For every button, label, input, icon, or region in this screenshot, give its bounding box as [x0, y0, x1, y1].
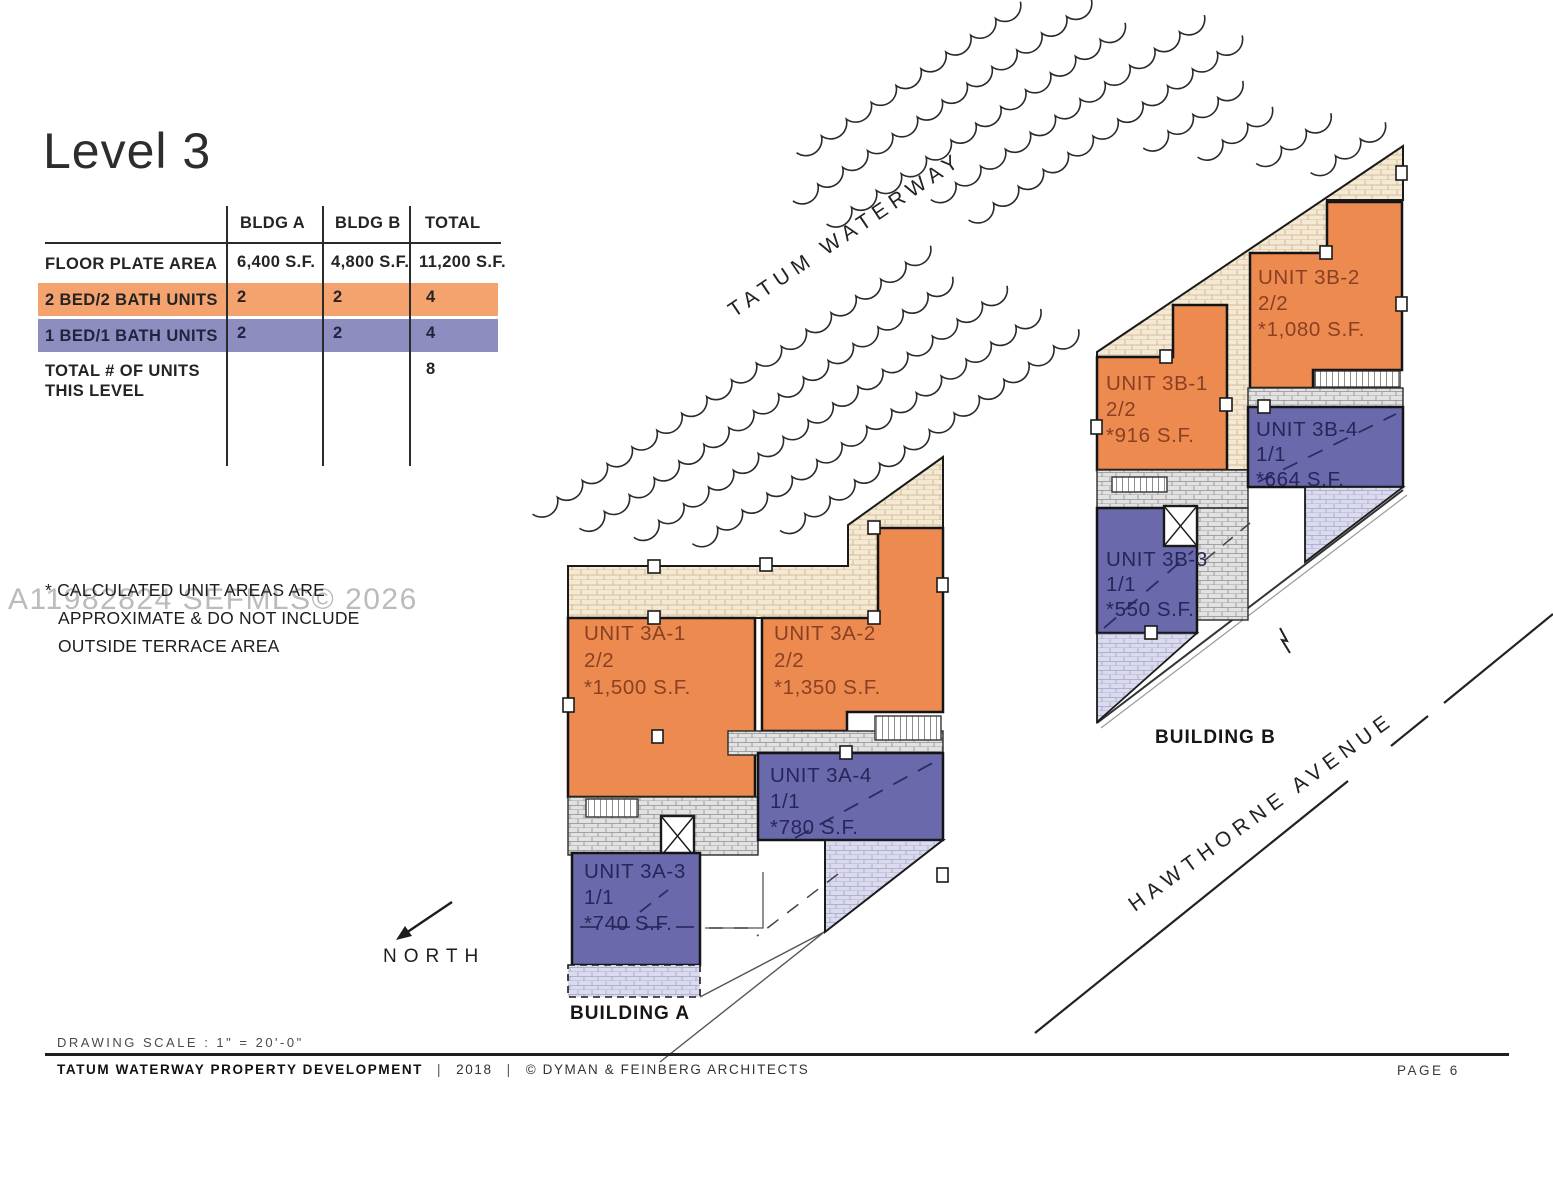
svg-text:*664 S.F.: *664 S.F. — [1256, 468, 1345, 491]
cell-value: 11,200 S.F. — [419, 253, 506, 271]
elevator-icon — [659, 814, 696, 858]
north-label: NORTH — [383, 946, 485, 967]
unit-label: UNIT 3B-4 — [1256, 418, 1358, 441]
svg-text:*916 S.F.: *916 S.F. — [1106, 424, 1195, 447]
corridor-area — [1196, 507, 1249, 621]
cell-value: 2 — [333, 324, 343, 342]
wave-line — [968, 35, 1244, 224]
svg-text:1/1: 1/1 — [1256, 443, 1286, 466]
unit-label: UNIT 3A-3 — [584, 860, 686, 883]
svg-text:*740 S.F.: *740 S.F. — [584, 912, 673, 935]
building-b-label: BUILDING B — [1155, 727, 1276, 748]
unit-labels: UNIT 3A-1 2/2 *1,500 S.F. UNIT 3A-2 2/2 … — [584, 266, 1365, 935]
unit-label: UNIT 3A-2 — [774, 622, 876, 645]
terrace-area — [567, 964, 701, 998]
stairs-icon — [874, 715, 942, 741]
footer-rule — [45, 1053, 1509, 1056]
cell-value: 2 — [237, 324, 247, 342]
wave-line — [633, 285, 1009, 542]
project-year: 2018 — [456, 1062, 493, 1077]
table-divider — [409, 206, 411, 466]
svg-text:*780 S.F.: *780 S.F. — [770, 816, 859, 839]
stairs-icon — [1314, 370, 1401, 388]
svg-text:1/1: 1/1 — [770, 790, 800, 813]
wave-line — [930, 14, 1206, 204]
svg-text:1/1: 1/1 — [584, 886, 614, 909]
cell-value: 4 — [426, 288, 436, 306]
unit-label: UNIT 3B-1 — [1106, 372, 1208, 395]
table-divider — [322, 206, 324, 466]
unit-label: UNIT 3A-1 — [584, 622, 686, 645]
wave-line — [1310, 122, 1387, 177]
terrace-area — [1304, 486, 1406, 564]
row-label: FLOOR PLATE AREA — [45, 255, 218, 273]
architect-credit: © DYMAN & FEINBERG ARCHITECTS — [525, 1062, 810, 1077]
svg-text:1/1: 1/1 — [1106, 573, 1136, 596]
stairs-icon — [585, 798, 639, 818]
cell-value: 4 — [426, 324, 436, 342]
wave-line — [1197, 106, 1274, 161]
wave-line — [826, 22, 1127, 228]
svg-text:*550 S.F.: *550 S.F. — [1106, 598, 1195, 621]
svg-text:2/2: 2/2 — [1106, 398, 1136, 421]
page-title: Level 3 — [43, 123, 212, 179]
svg-text:*1,080 S.F.: *1,080 S.F. — [1258, 318, 1365, 341]
water-waves-icon — [532, 0, 1387, 548]
cell-value: 2 — [237, 288, 247, 306]
unit-3b4-area — [1246, 405, 1405, 489]
svg-text:2/2: 2/2 — [1258, 292, 1288, 315]
page-number: PAGE 6 — [1397, 1063, 1460, 1078]
unit-label: UNIT 3B-3 — [1106, 548, 1208, 571]
row-2bed-stripe — [38, 283, 498, 316]
door-ticks — [562, 520, 949, 883]
area-disclaimer-note: * CALCULATED UNIT AREAS ARE APPROXIMATE … — [45, 580, 360, 656]
wave-line — [579, 276, 954, 533]
col-header-bldg-a: BLDG A — [240, 214, 306, 232]
corridor-area — [1247, 387, 1404, 408]
stairs-icon — [1111, 476, 1168, 493]
row-label: TOTAL # OF UNITS — [45, 362, 200, 380]
svg-text:*1,350 S.F.: *1,350 S.F. — [774, 676, 881, 699]
door-ticks — [1090, 165, 1408, 640]
svg-text:2/2: 2/2 — [584, 649, 614, 672]
wave-line — [691, 308, 1042, 548]
mls-watermark: A11982824 SEFMLS© 2026 — [8, 583, 418, 616]
cell-value: 8 — [426, 360, 436, 378]
elevator-icon — [1162, 504, 1199, 548]
cell-value: 2 — [333, 288, 343, 306]
row-label: 2 BED/2 BATH UNITS — [45, 291, 218, 309]
wave-line — [1255, 112, 1333, 168]
wave-line — [792, 0, 1093, 205]
svg-text:*1,500 S.F.: *1,500 S.F. — [584, 676, 691, 699]
cell-value: 6,400 S.F. — [237, 253, 316, 271]
drawing-scale: DRAWING SCALE : 1" = 20'-0" — [57, 1035, 304, 1050]
row-label: THIS LEVEL — [45, 382, 145, 400]
project-name: TATUM WATERWAY PROPERTY DEVELOPMENT — [57, 1062, 424, 1077]
row-1bed-stripe — [38, 319, 498, 352]
wave-line — [532, 245, 932, 518]
terrace-area — [824, 839, 946, 935]
building-a-label: BUILDING A — [570, 1003, 690, 1024]
terrace-area — [1096, 632, 1200, 725]
col-header-bldg-b: BLDG B — [335, 214, 401, 232]
table-divider — [226, 206, 228, 466]
wave-line — [779, 329, 1080, 535]
building-b-plan — [1090, 144, 1408, 729]
unit-label: UNIT 3A-4 — [770, 764, 872, 787]
cell-value: 4,800 S.F. — [331, 253, 410, 271]
north-arrow-icon — [396, 901, 453, 940]
wave-line — [796, 1, 1022, 157]
survey-mark-icon — [1279, 627, 1291, 654]
row-label: 1 BED/1 BATH UNITS — [45, 327, 218, 345]
wave-line — [1142, 80, 1244, 152]
footer-titleblock: TATUM WATERWAY PROPERTY DEVELOPMENT | 2018… — [57, 1062, 810, 1077]
building-a-plan — [562, 455, 949, 1063]
hawthorne-avenue-road — [1034, 613, 1553, 1034]
unit-label: UNIT 3B-2 — [1258, 266, 1360, 289]
col-header-total: TOTAL — [425, 214, 481, 232]
table-header-rule — [45, 242, 501, 244]
svg-text:2/2: 2/2 — [774, 649, 804, 672]
